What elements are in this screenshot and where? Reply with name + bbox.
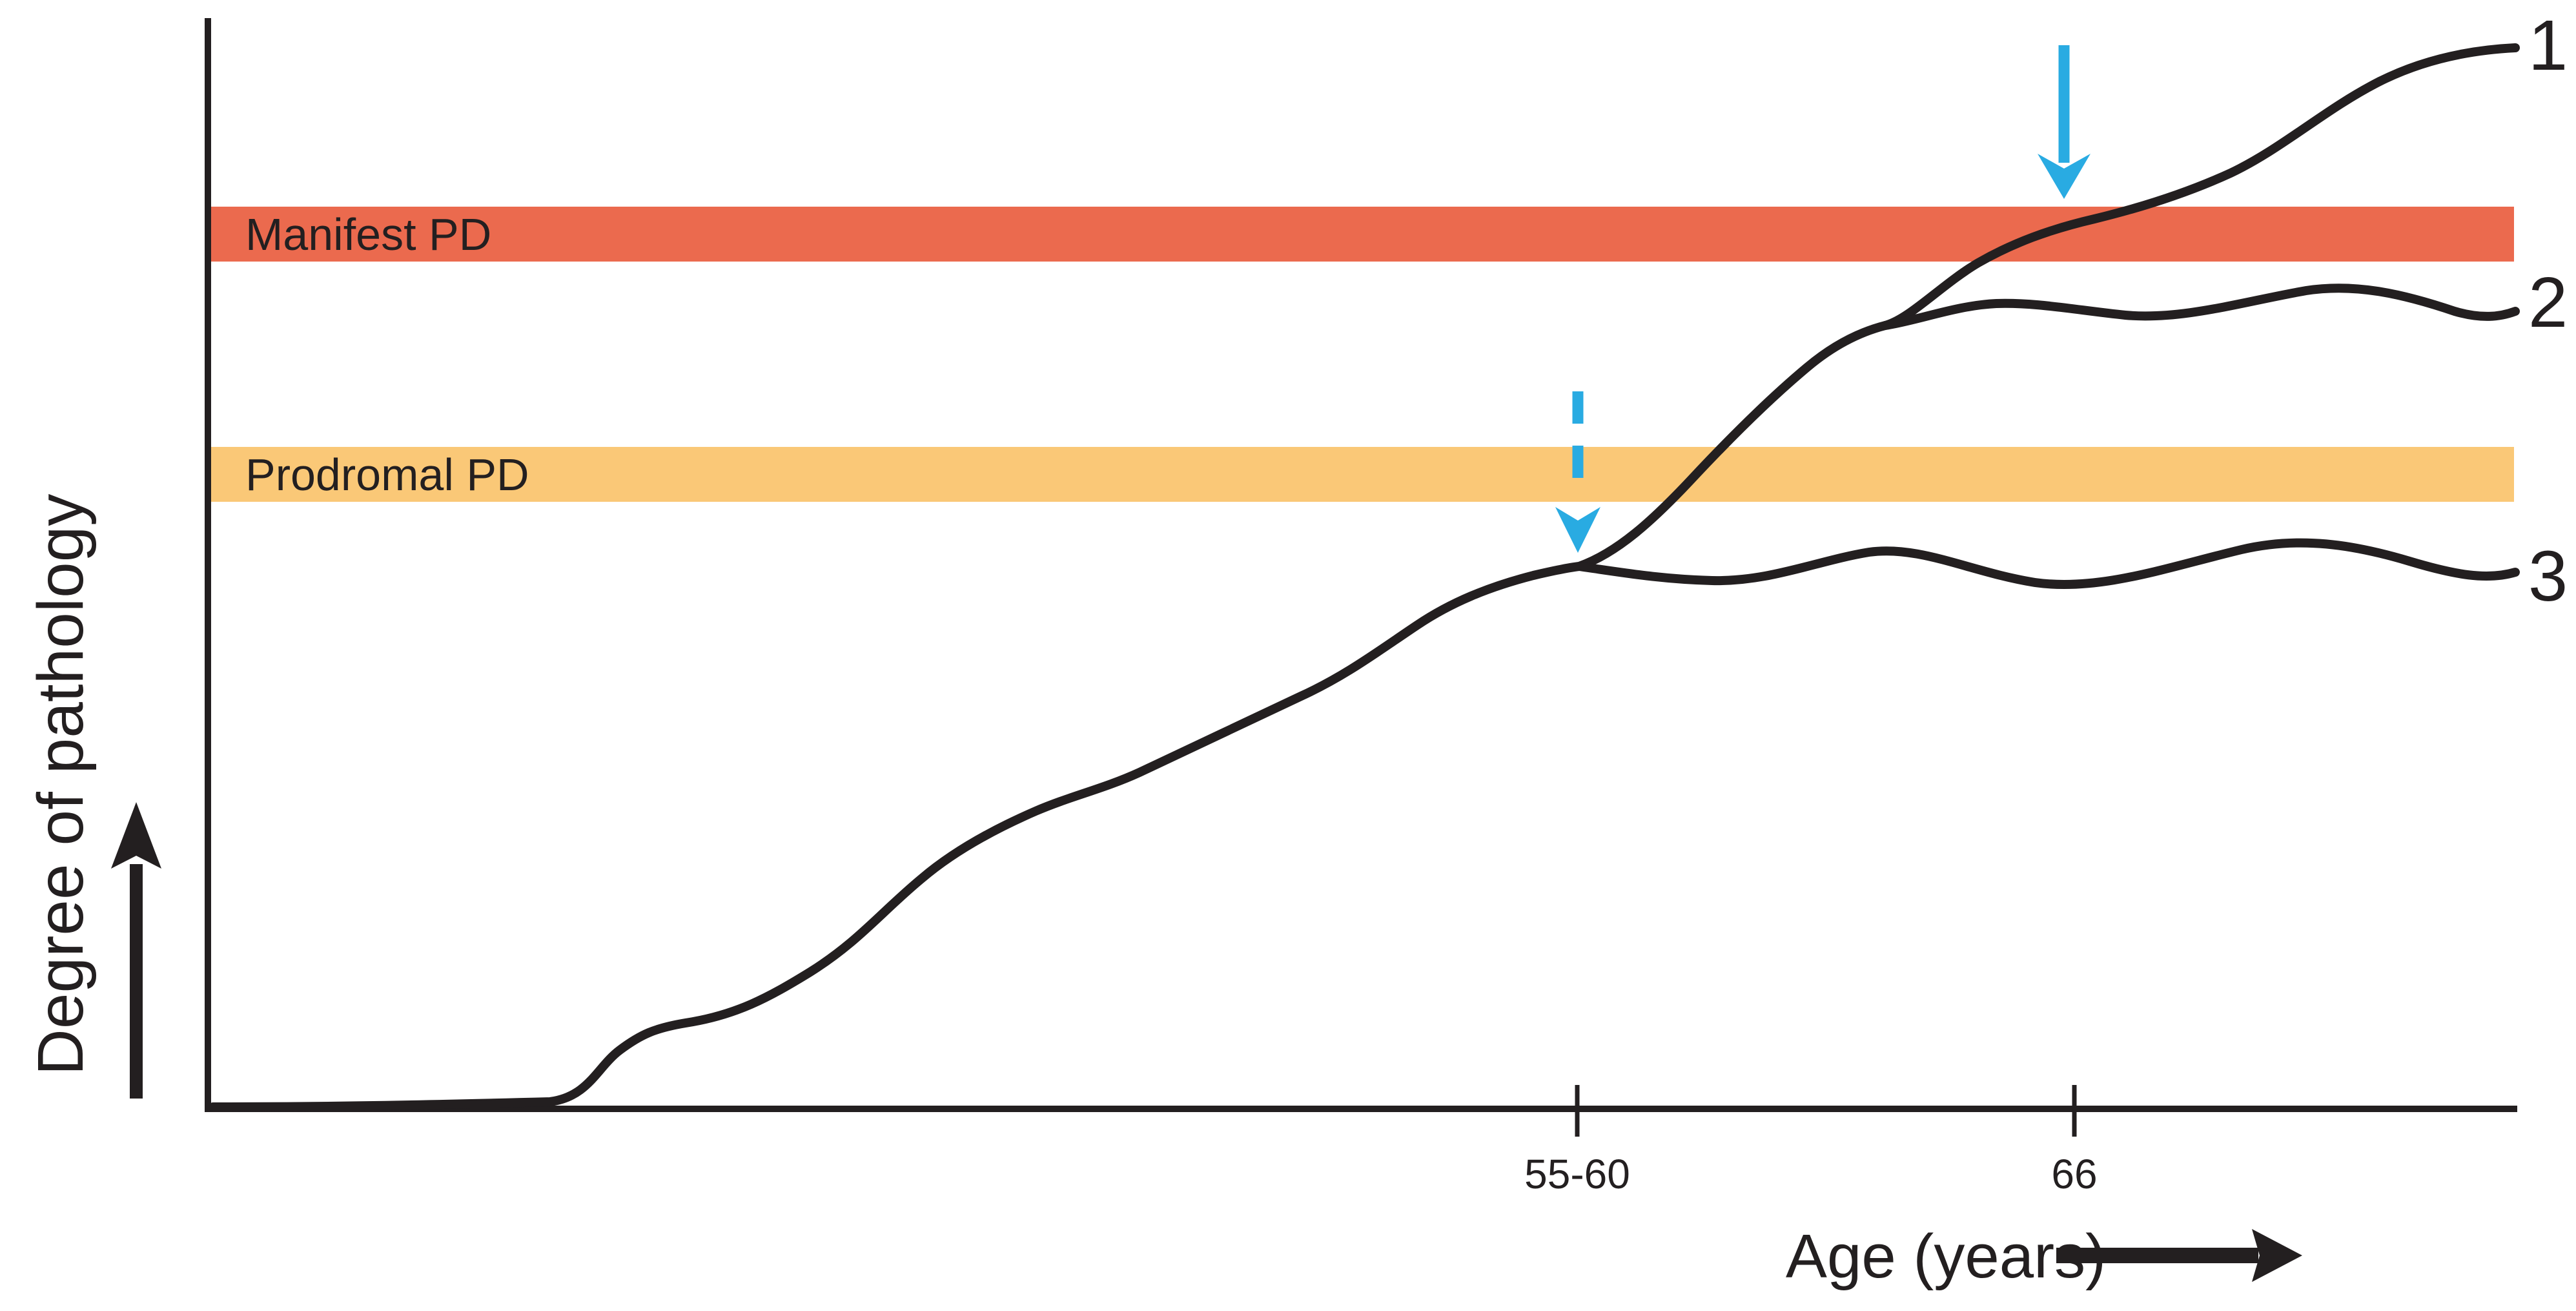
manifest-onset-arrow (2038, 45, 2090, 199)
prodromal-pd-band (211, 447, 2514, 502)
x-tick-label-66: 66 (2051, 1151, 2097, 1197)
x-axis-title: Age (years) (1786, 1222, 2106, 1291)
curve-2-label: 2 (2528, 263, 2568, 342)
curve-1-path (209, 43, 2520, 1111)
prodromal-onset-arrowhead-icon (1555, 507, 1600, 553)
x-tick-label-55-60: 55-60 (1524, 1151, 1630, 1197)
x-axis-direction-arrow (2056, 1229, 2302, 1282)
curve-1-label: 1 (2528, 6, 2568, 85)
curve-2-path (1881, 284, 2520, 330)
x-axis-arrowhead-icon (2252, 1229, 2302, 1282)
y-axis-direction-arrow (111, 802, 161, 1099)
manifest-onset-arrowhead-icon (2038, 154, 2090, 199)
y-axis-arrowhead-icon (111, 802, 161, 869)
manifest-pd-band (211, 207, 2514, 262)
prodromal-onset-arrow (1555, 391, 1600, 553)
prodromal-pd-band-label: Prodromal PD (245, 449, 529, 500)
curve-3-path (1575, 538, 2520, 590)
y-axis-title: Degree of pathology (25, 494, 97, 1076)
curve-3-label: 3 (2528, 537, 2568, 616)
manifest-pd-band-label: Manifest PD (245, 209, 491, 260)
